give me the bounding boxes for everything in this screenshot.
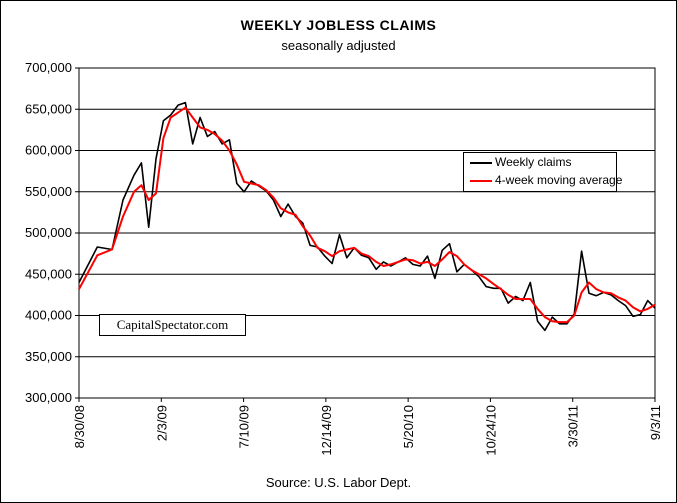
y-tick-label: 700,000 [25, 60, 72, 75]
y-tick-label: 650,000 [25, 101, 72, 116]
legend-swatch-weekly-claims [470, 162, 492, 164]
x-tick-label: 7/10/09 [237, 405, 252, 448]
series-layer [78, 101, 656, 332]
y-tick-label: 400,000 [25, 308, 72, 323]
y-tick-label: 600,000 [25, 143, 72, 158]
legend-label-moving-average: 4-week moving average [495, 173, 623, 187]
legend-swatch-moving-average [470, 180, 492, 182]
x-tick-label: 2/3/09 [154, 405, 169, 441]
x-tick-label: 3/30/11 [566, 405, 581, 447]
watermark-label: CapitalSpectator.com [99, 314, 246, 336]
x-axis-ticks: 8/30/08 2/3/09 7/10/09 12/14/09 5/20/10 10/24… [72, 398, 663, 456]
chart-subtitle: seasonally adjusted [281, 38, 396, 53]
series-line-moving-average [78, 106, 656, 324]
y-tick-label: 350,000 [25, 349, 72, 364]
x-tick-label: 8/30/08 [72, 405, 87, 448]
chart-source: Source: U.S. Labor Dept. [265, 475, 412, 490]
y-tick-label: 500,000 [25, 225, 72, 240]
chart-title: WEEKLY JOBLESS CLAIMS [240, 17, 437, 33]
legend-item-weekly-claims: Weekly claims [464, 154, 616, 171]
x-tick-label: 9/3/11 [648, 405, 663, 440]
series-line-weekly-claims [78, 101, 656, 332]
x-tick-label: 12/14/09 [319, 405, 334, 456]
y-axis-ticks: 700,000 650,000 600,000 550,000 500,000 450,0… [25, 60, 79, 405]
y-tick-label: 450,000 [25, 266, 72, 281]
legend-label-weekly-claims: Weekly claims [495, 155, 572, 169]
x-tick-label: 5/20/10 [401, 405, 416, 448]
legend-item-moving-average: 4-week moving average [464, 172, 622, 189]
y-tick-label: 550,000 [25, 184, 72, 199]
y-tick-label: 300,000 [25, 390, 72, 405]
x-tick-label: 10/24/10 [483, 405, 498, 456]
legend: Weekly claims 4-week moving average [463, 152, 622, 192]
